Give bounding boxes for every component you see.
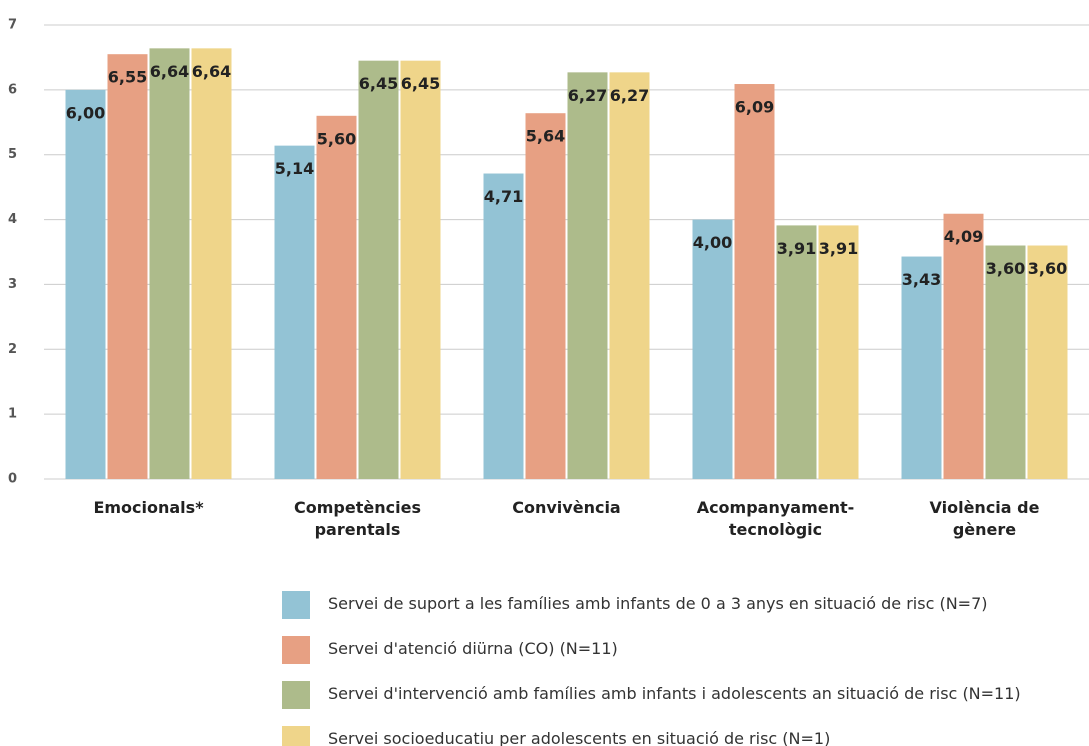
bar [400,60,441,480]
value-label: 4,09 [944,227,983,246]
legend-swatch [282,591,310,619]
bar [567,72,608,480]
value-label: 6,64 [192,62,231,81]
value-label: 6,55 [108,68,147,87]
value-label: 3,43 [902,270,941,289]
bar [692,219,733,480]
bar [776,225,817,479]
legend-label: Servei de suport a les famílies amb infa… [328,594,988,613]
bar [316,115,357,480]
bar [985,245,1026,479]
legend-label: Servei socioeducatiu per adolescents en … [328,729,831,746]
legend-label: Servei d'atenció diürna (CO) (N=11) [328,639,618,658]
y-tick-label: 0 [8,472,17,487]
legend-swatch [282,681,310,709]
value-label: 6,45 [359,74,398,93]
x-tick-label: Acompanyament-tecnològic [696,498,855,539]
bar [525,113,566,479]
value-label: 3,60 [1028,259,1067,278]
x-tick-label: Competències parentals [294,498,421,539]
value-label: 4,00 [693,233,732,252]
y-tick-label: 3 [8,277,17,292]
bar [107,54,148,479]
legend-swatch [282,726,310,746]
bar [191,48,232,479]
x-tick-label: Violència de gènere [929,498,1040,539]
bar [65,89,106,479]
x-tick-label: Emocionals* [93,498,204,517]
legend-label: Servei d'intervenció amb famílies amb in… [328,684,1021,703]
y-tick-label: 7 [8,18,17,33]
y-tick-label: 6 [8,82,17,97]
value-label: 5,14 [275,159,314,178]
y-tick-label: 5 [8,147,17,162]
bar [943,213,984,479]
value-label: 3,91 [819,239,858,258]
value-label: 3,60 [986,259,1025,278]
value-label: 6,09 [735,98,774,117]
value-label: 6,45 [401,74,440,93]
bar [901,256,942,479]
bar [274,145,315,480]
bar [609,72,650,480]
x-tick-label: Convivència [512,498,621,517]
value-label: 5,60 [317,129,356,148]
bar [483,173,524,479]
value-label: 6,27 [568,86,607,105]
legend-swatch [282,636,310,664]
value-label: 6,27 [610,86,649,105]
y-tick-label: 2 [8,342,17,357]
bar [1027,245,1068,479]
value-label: 6,64 [150,62,189,81]
bar [734,84,775,480]
value-label: 3,91 [777,239,816,258]
bar [818,225,859,479]
value-label: 4,71 [484,187,523,206]
bar [358,60,399,480]
bar [149,48,190,479]
value-label: 6,00 [66,103,105,122]
y-tick-label: 1 [8,407,17,422]
y-tick-label: 4 [8,212,17,227]
value-label: 5,64 [526,127,565,146]
